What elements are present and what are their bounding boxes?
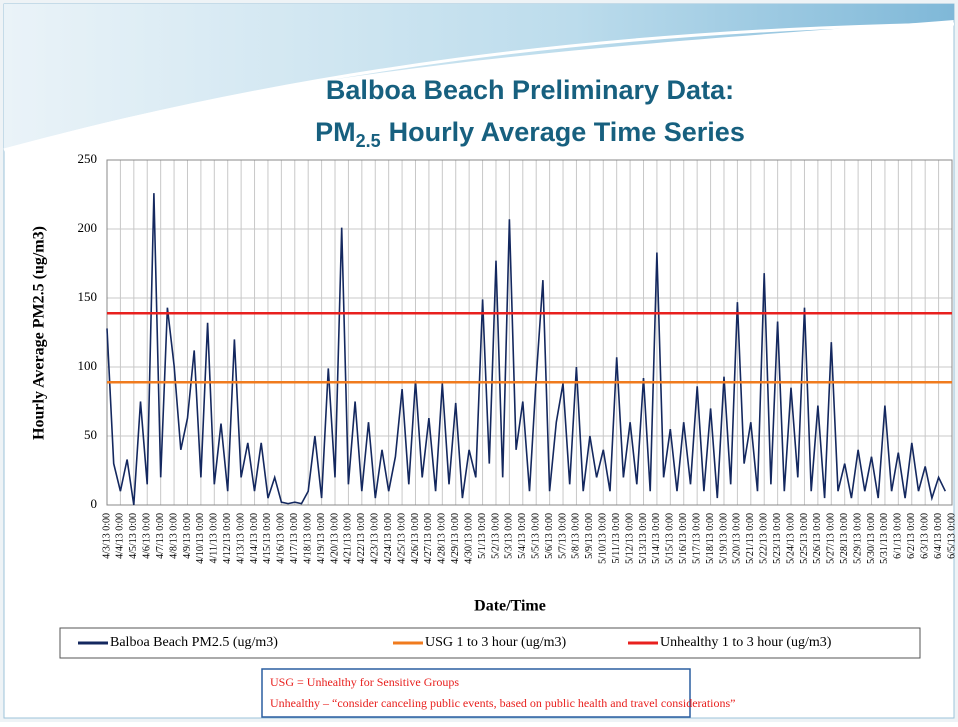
x-tick-label: 4/8/13 0:00 xyxy=(168,513,179,559)
x-tick-label: 5/29/13 0:00 xyxy=(852,513,863,564)
x-tick-label: 6/1/13 0:00 xyxy=(893,513,904,559)
x-tick-label: 4/11/13 0:00 xyxy=(209,513,220,563)
x-tick-label: 5/27/13 0:00 xyxy=(826,513,837,564)
x-tick-label: 4/25/13 0:00 xyxy=(396,513,407,564)
x-tick-label: 5/24/13 0:00 xyxy=(785,513,796,564)
x-tick-label: 5/6/13 0:00 xyxy=(544,513,555,559)
notes-box xyxy=(261,668,691,718)
y-tick-label: 200 xyxy=(78,220,98,235)
x-tick-label: 5/31/13 0:00 xyxy=(879,513,890,564)
y-tick-label: 250 xyxy=(78,151,98,166)
x-tick-label: 4/24/13 0:00 xyxy=(383,513,394,564)
x-tick-label: 4/27/13 0:00 xyxy=(423,513,434,564)
x-tick-label: 6/2/13 0:00 xyxy=(906,513,917,559)
y-tick-label: 100 xyxy=(78,358,98,373)
x-tick-label: 4/29/13 0:00 xyxy=(450,513,461,564)
note: Unhealthy – “consider canceling public e… xyxy=(270,696,736,710)
x-tick-label: 5/13/13 0:00 xyxy=(638,513,649,564)
x-tick-label: 4/6/13 0:00 xyxy=(142,513,153,559)
x-tick-label: 5/28/13 0:00 xyxy=(839,513,850,564)
x-tick-label: 5/4/13 0:00 xyxy=(517,513,528,559)
x-tick-label: 4/13/13 0:00 xyxy=(235,513,246,564)
x-tick-label: 5/9/13 0:00 xyxy=(584,513,595,559)
x-tick-label: 5/18/13 0:00 xyxy=(705,513,716,564)
legend-box xyxy=(59,627,921,659)
x-tick-label: 5/14/13 0:00 xyxy=(651,513,662,564)
x-tick-label: 4/4/13 0:00 xyxy=(115,513,126,559)
x-tick-label: 4/28/13 0:00 xyxy=(437,513,448,564)
x-tick-label: 6/3/13 0:00 xyxy=(919,513,930,559)
x-tick-label: 4/15/13 0:00 xyxy=(262,513,273,564)
x-tick-label: 4/30/13 0:00 xyxy=(463,513,474,564)
x-tick-label: 6/5/13 0:00 xyxy=(946,513,957,559)
x-tick-label: 5/7/13 0:00 xyxy=(557,513,568,559)
subtitle-subscript: 2.5 xyxy=(356,131,381,151)
data-line xyxy=(106,193,947,506)
x-axis-label: Date/Time xyxy=(474,598,546,615)
x-tick-label: 4/14/13 0:00 xyxy=(249,513,260,564)
y-tick-label: 50 xyxy=(84,427,97,442)
legend-label: Balboa Beach PM2.5 (ug/m3) xyxy=(110,635,278,650)
x-tick-label: 5/30/13 0:00 xyxy=(866,513,877,564)
legend-label: USG 1 to 3 hour (ug/m3) xyxy=(425,635,567,650)
x-tick-label: 4/21/13 0:00 xyxy=(343,513,354,564)
y-axis-label: Hourly Average PM2.5 (ug/m3) xyxy=(31,226,48,440)
x-tick-label: 4/17/13 0:00 xyxy=(289,513,300,564)
legend-label: Unhealthy 1 to 3 hour (ug/m3) xyxy=(660,635,832,650)
x-tick-label: 5/23/13 0:00 xyxy=(772,513,783,564)
x-tick-label: 4/23/13 0:00 xyxy=(370,513,381,564)
wave-line xyxy=(3,22,955,152)
x-tick-label: 4/20/13 0:00 xyxy=(329,513,340,564)
x-tick-label: 4/16/13 0:00 xyxy=(276,513,287,564)
x-tick-label: 4/5/13 0:00 xyxy=(128,513,139,559)
x-tick-label: 4/22/13 0:00 xyxy=(356,513,367,564)
x-tick-label: 4/19/13 0:00 xyxy=(316,513,327,564)
x-tick-label: 5/17/13 0:00 xyxy=(691,513,702,564)
note: USG = Unhealthy for Sensitive Groups xyxy=(270,675,459,689)
y-tick-label: 0 xyxy=(91,496,98,511)
slide-area xyxy=(3,3,955,719)
x-tick-label: 5/15/13 0:00 xyxy=(665,513,676,564)
x-tick-label: 5/1/13 0:00 xyxy=(477,513,488,559)
x-tick-label: 4/3/13 0:00 xyxy=(101,513,112,559)
x-tick-label: 4/18/13 0:00 xyxy=(302,513,313,564)
subtitle-part: Hourly Average Time Series xyxy=(389,117,745,147)
x-tick-label: 6/4/13 0:00 xyxy=(933,513,944,559)
x-tick-label: 4/26/13 0:00 xyxy=(410,513,421,564)
chart-subtitle: PM2.5 Hourly Average Time Series xyxy=(315,117,745,151)
x-tick-label: 5/21/13 0:00 xyxy=(745,513,756,564)
x-tick-label: 5/26/13 0:00 xyxy=(812,513,823,564)
x-tick-label: 5/12/13 0:00 xyxy=(624,513,635,564)
x-tick-label: 5/20/13 0:00 xyxy=(732,513,743,564)
x-tick-label: 5/3/13 0:00 xyxy=(504,513,515,559)
x-tick-label: 5/5/13 0:00 xyxy=(531,513,542,559)
x-tick-label: 5/16/13 0:00 xyxy=(678,513,689,564)
y-tick-label: 150 xyxy=(78,289,98,304)
x-tick-label: 5/25/13 0:00 xyxy=(799,513,810,564)
x-tick-label: 5/22/13 0:00 xyxy=(759,513,770,564)
x-tick-label: 5/11/13 0:00 xyxy=(611,513,622,563)
x-tick-label: 5/8/13 0:00 xyxy=(571,513,582,559)
wave-decoration xyxy=(4,4,954,150)
x-tick-label: 4/9/13 0:00 xyxy=(182,513,193,559)
x-tick-label: 4/7/13 0:00 xyxy=(155,513,166,559)
x-tick-label: 4/10/13 0:00 xyxy=(195,513,206,564)
x-tick-label: 5/19/13 0:00 xyxy=(718,513,729,564)
chart-title: Balboa Beach Preliminary Data: xyxy=(326,75,734,105)
x-tick-label: 4/12/13 0:00 xyxy=(222,513,233,564)
x-tick-label: 5/10/13 0:00 xyxy=(598,513,609,564)
x-tick-label: 5/2/13 0:00 xyxy=(490,513,501,559)
subtitle-part: PM xyxy=(315,117,356,147)
